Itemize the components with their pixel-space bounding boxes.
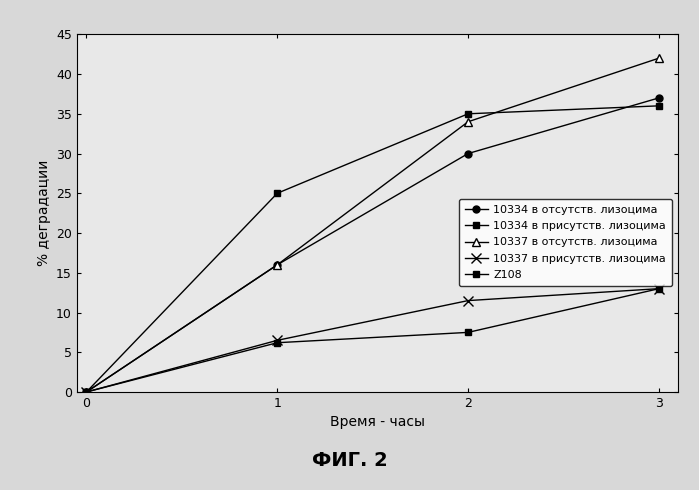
10334 в присутств. лизоцима [273, 190, 282, 196]
10334 в присутств. лизоцима [464, 111, 473, 117]
10334 в присутств. лизоцима [82, 389, 91, 395]
Line: Z108: Z108 [83, 285, 663, 395]
10334 в отсутств. лизоцима [655, 95, 663, 101]
10334 в отсутств. лизоцима [82, 389, 91, 395]
10337 в присутств. лизоцима [82, 389, 91, 395]
Text: ФИГ. 2: ФИГ. 2 [312, 451, 387, 470]
10337 в отсутств. лизоцима [655, 55, 663, 61]
10337 в отсутств. лизоцима [273, 262, 282, 268]
10337 в отсутств. лизоцима [82, 389, 91, 395]
10334 в присутств. лизоцима [655, 103, 663, 109]
Z108 [655, 286, 663, 292]
Z108 [464, 329, 473, 335]
Line: 10334 в присутств. лизоцима: 10334 в присутств. лизоцима [83, 102, 663, 395]
10334 в отсутств. лизоцима [273, 262, 282, 268]
10337 в присутств. лизоцима [655, 286, 663, 292]
Line: 10337 в присутств. лизоцима: 10337 в присутств. лизоцима [82, 284, 664, 397]
10337 в присутств. лизоцима [273, 338, 282, 343]
Z108 [82, 389, 91, 395]
10337 в отсутств. лизоцима [464, 119, 473, 124]
Line: 10337 в отсутств. лизоцима: 10337 в отсутств. лизоцима [82, 54, 663, 396]
X-axis label: Время - часы: Время - часы [330, 416, 425, 429]
10337 в присутств. лизоцима [464, 297, 473, 303]
Y-axis label: % деградации: % деградации [36, 160, 50, 267]
10334 в отсутств. лизоцима [464, 150, 473, 156]
Z108 [273, 340, 282, 345]
Line: 10334 в отсутств. лизоцима: 10334 в отсутств. лизоцима [83, 95, 663, 395]
Legend: 10334 в отсутств. лизоцима, 10334 в присутств. лизоцима, 10337 в отсутств. лизоц: 10334 в отсутств. лизоцима, 10334 в прис… [459, 198, 672, 286]
